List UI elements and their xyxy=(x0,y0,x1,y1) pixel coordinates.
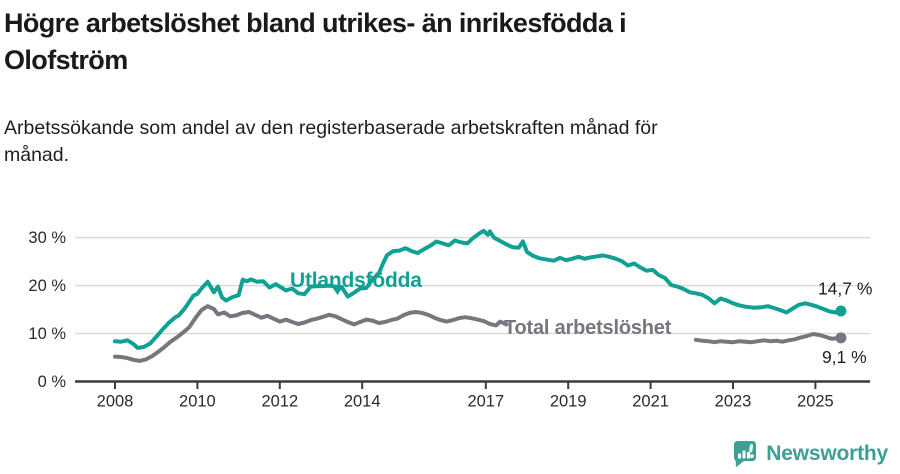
series-line-total-arbetsl-shet xyxy=(113,304,509,363)
x-tick-label-2012: 2012 xyxy=(261,393,298,411)
x-tick-label-2010: 2010 xyxy=(179,393,216,411)
y-tick-label-20: 20 % xyxy=(28,277,66,295)
x-tick-label-2014: 2014 xyxy=(344,393,381,411)
x-tick-label-2021: 2021 xyxy=(632,393,669,411)
x-tick-label-2019: 2019 xyxy=(550,393,587,411)
chart-subtitle-line2: månad. xyxy=(4,144,70,166)
newsworthy-wordmark: Newsworthy xyxy=(766,441,888,465)
x-tick-label-2025: 2025 xyxy=(797,393,834,411)
triangle-down-icon xyxy=(331,286,344,295)
x-tick-label-2023: 2023 xyxy=(715,393,752,411)
bar-chart-speech-bubble-icon xyxy=(734,441,757,467)
series-label: Total arbetslöshet xyxy=(504,317,672,339)
chart-subtitle-line1: Arbetssökande som andel av den registerb… xyxy=(4,117,658,139)
newsworthy-logo: Newsworthy xyxy=(731,439,888,468)
page-title: Högre arbetslöshet bland utrikes- än inr… xyxy=(4,5,864,79)
end-value-label: 9,1 % xyxy=(822,347,867,367)
chart-subtitle: Arbetssökande som andel av den registerb… xyxy=(4,115,784,169)
page-title-line1: Högre arbetslöshet bland utrikes- än inr… xyxy=(4,8,627,38)
y-tick-label-30: 30 % xyxy=(28,229,66,247)
end-point-dot xyxy=(835,305,847,317)
y-tick-label-10: 10 % xyxy=(28,325,66,343)
end-value-label: 14,7 % xyxy=(818,279,872,299)
end-point-dot xyxy=(835,332,847,344)
unemployment-line-chart: 2008 2010 2012 2014 2017 2019 2021 2023 2025 0 % 1… xyxy=(28,228,872,411)
series-line-total-arbetsl-shet-b xyxy=(693,332,843,345)
x-tick-label-2008: 2008 xyxy=(97,393,134,411)
series-line-utlandsf-dda xyxy=(113,228,843,350)
y-tick-label-0: 0 % xyxy=(38,373,67,391)
x-tick-label-2017: 2017 xyxy=(467,393,504,411)
series-label: Utlandsfödda xyxy=(290,269,422,292)
page-title-line2: Olofström xyxy=(4,45,128,75)
